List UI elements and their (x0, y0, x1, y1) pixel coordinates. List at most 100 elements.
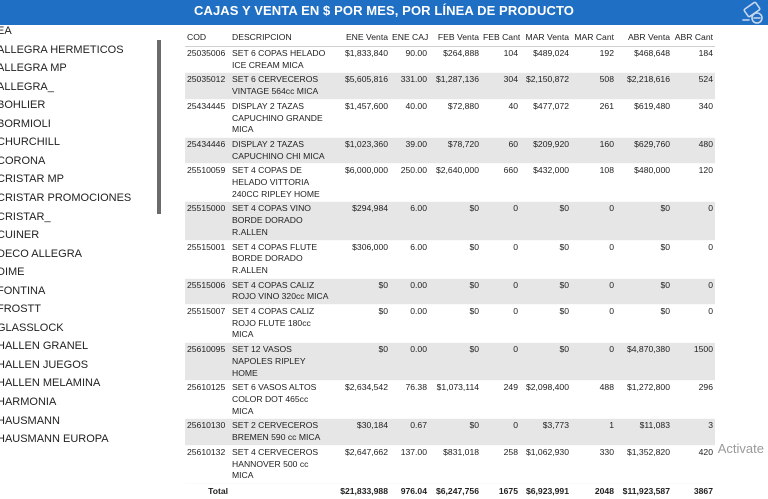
eraser-icon[interactable] (738, 1, 764, 25)
column-header[interactable]: ENE Venta (336, 29, 390, 47)
table-cell: 0 (672, 278, 715, 306)
slicer-item[interactable]: HAUSMANN (0, 414, 60, 427)
table-cell: 0 (481, 418, 520, 446)
slicer-item[interactable]: BORMIOLI (0, 117, 51, 130)
total-cell: $6,247,756 (429, 482, 481, 499)
table-cell: DISPLAY 2 TAZAS CAPUCHINO CHI MICA (230, 137, 336, 165)
slicer-item[interactable]: HALLEN GRANEL (0, 340, 89, 353)
table-cell: 3 (672, 418, 715, 446)
table-cell: $0 (429, 201, 481, 241)
table-cell: $489,024 (520, 46, 571, 74)
table-cell: $264,888 (429, 46, 481, 74)
column-header[interactable]: FEB Cant (481, 29, 520, 47)
slicer-item[interactable]: CRISTAR_ (0, 210, 51, 223)
brand-slicer[interactable]: EA ALLEGRA HERMETICOS ALLEGRA MP ALLEGRA_ BO… (0, 26, 160, 457)
table-row[interactable]: 25434446 DISPLAY 2 TAZAS CAPUCHINO CHI MI… (185, 137, 715, 165)
slicer-item[interactable]: CRISTAR MP (0, 173, 65, 186)
table-row[interactable]: 25035006 SET 6 COPAS HELADO ICE CREAM MIC… (185, 46, 715, 74)
slicer-item[interactable]: CHURCHILL (0, 136, 60, 149)
table-row[interactable]: 25610130 SET 2 CERVECEROS BREMEN 590 cc M… (185, 418, 715, 446)
table-cell: $2,150,872 (520, 72, 571, 100)
column-header[interactable]: FEB Venta (429, 29, 481, 47)
slicer-item[interactable]: HALLEN JUEGOS (0, 358, 89, 371)
column-header[interactable]: MAR Venta (520, 29, 571, 47)
table-cell: 258 (481, 445, 520, 484)
slicer-item[interactable]: ALLEGRA MP (0, 62, 67, 75)
table-cell: 184 (672, 46, 715, 74)
table-row[interactable]: 25610132 SET 4 CERVECEROS HANNOVER 500 cc… (185, 445, 715, 484)
table-cell: 0.00 (390, 342, 429, 382)
slicer-item[interactable]: EA (0, 26, 12, 37)
column-header[interactable]: ENE CAJ (390, 29, 429, 47)
slicer-item[interactable]: ALLEGRA_ (0, 80, 54, 93)
table-cell: $468,648 (616, 46, 672, 74)
slicer-item[interactable]: CUINER (0, 229, 40, 242)
report-title: CAJAS Y VENTA EN $ POR MES, POR LÍNEA DE… (193, 3, 575, 18)
slicer-item[interactable]: CRISTAR PROMOCIONES (0, 191, 132, 204)
table-cell: $294,984 (336, 201, 390, 241)
table-cell: 0 (481, 304, 520, 344)
column-header[interactable]: ABR Venta (616, 29, 672, 47)
column-header[interactable]: DESCRIPCION (230, 29, 336, 47)
column-header[interactable]: MAR Cant (571, 29, 616, 47)
table-cell: SET 6 COPAS HELADO ICE CREAM MICA (230, 46, 336, 74)
slicer-item[interactable]: DIME (0, 266, 25, 279)
slicer-item[interactable]: BOHLIER (0, 99, 46, 112)
slicer-item[interactable]: HAUSMANN EUROPA (0, 433, 109, 446)
table-cell: 192 (571, 46, 616, 74)
table-cell: 331.00 (390, 72, 429, 100)
table-row[interactable]: 25510059 SET 4 COPAS DE HELADO VITTORIA 2… (185, 163, 715, 203)
table-cell: 1500 (672, 342, 715, 382)
table-row[interactable]: 25515006 SET 4 COPAS CALIZ ROJO VINO 320c… (185, 278, 715, 306)
table-cell: 0.00 (390, 278, 429, 306)
table-cell: 6.00 (390, 240, 429, 279)
total-cell (230, 482, 336, 499)
total-cell: 976.04 (390, 482, 429, 499)
table-cell: $619,480 (616, 99, 672, 138)
table-cell: 420 (672, 445, 715, 484)
table-row[interactable]: 25035012 SET 6 CERVECEROS VINTAGE 564cc M… (185, 72, 715, 100)
column-header[interactable]: COD (185, 29, 230, 47)
slicer-item[interactable]: HARMONIA (0, 396, 57, 408)
slicer-item[interactable]: CORONA (0, 154, 46, 167)
slicer-item[interactable]: DECO ALLEGRA (0, 247, 82, 260)
slicer-item[interactable]: FROSTT (0, 303, 41, 316)
table-row[interactable]: 25515007 SET 4 COPAS CALIZ ROJO FLUTE 180… (185, 304, 715, 344)
slicer-item[interactable]: FONTINA (0, 284, 46, 297)
table-cell: 0 (481, 240, 520, 279)
table-cell: 249 (481, 380, 520, 420)
table-row[interactable]: 25610125 SET 6 VASOS ALTOS COLOR DOT 465c… (185, 380, 715, 420)
table-cell: SET 2 CERVECEROS BREMEN 590 cc MICA (230, 418, 336, 446)
table-cell: 25515000 (185, 201, 230, 241)
table-cell: 160 (571, 137, 616, 165)
table-cell: SET 6 CERVECEROS VINTAGE 564cc MICA (230, 72, 336, 100)
table-cell: 0 (571, 342, 616, 382)
table-cell: $30,184 (336, 418, 390, 446)
table-cell: 25610132 (185, 445, 230, 484)
table-cell: $306,000 (336, 240, 390, 279)
table-cell: 0.00 (390, 304, 429, 344)
table-cell: $0 (616, 240, 672, 279)
table-cell: 137.00 (390, 445, 429, 484)
table-cell: 90.00 (390, 46, 429, 74)
table-cell: $2,640,000 (429, 163, 481, 203)
table-row[interactable]: 25610095 SET 12 VASOS NAPOLES RIPLEY HOME… (185, 342, 715, 382)
total-cell: 2048 (571, 482, 616, 499)
slicer-item[interactable]: GLASSLOCK (0, 321, 64, 334)
slicer-scrollbar[interactable] (157, 40, 161, 214)
table-cell: 108 (571, 163, 616, 203)
table-cell: $0 (520, 240, 571, 279)
table-row[interactable]: 25434445 DISPLAY 2 TAZAS CAPUCHINO GRANDE… (185, 99, 715, 138)
table-cell: $1,062,930 (520, 445, 571, 484)
column-header[interactable]: ABR Cant (672, 29, 715, 47)
table-row[interactable]: 25515001 SET 4 COPAS FLUTE BORDE DORADO R… (185, 240, 715, 279)
table-cell: 6.00 (390, 201, 429, 241)
slicer-item[interactable]: HALLEN MELAMINA (0, 377, 101, 390)
table-cell: $0 (616, 304, 672, 344)
table-cell: 25035006 (185, 46, 230, 74)
table-cell: $2,634,542 (336, 380, 390, 420)
table-cell: 0 (672, 240, 715, 279)
table-cell: $1,272,800 (616, 380, 672, 420)
slicer-item[interactable]: ALLEGRA HERMETICOS (0, 43, 124, 56)
table-row[interactable]: 25515000 SET 4 COPAS VINO BORDE DORADO R.… (185, 201, 715, 241)
